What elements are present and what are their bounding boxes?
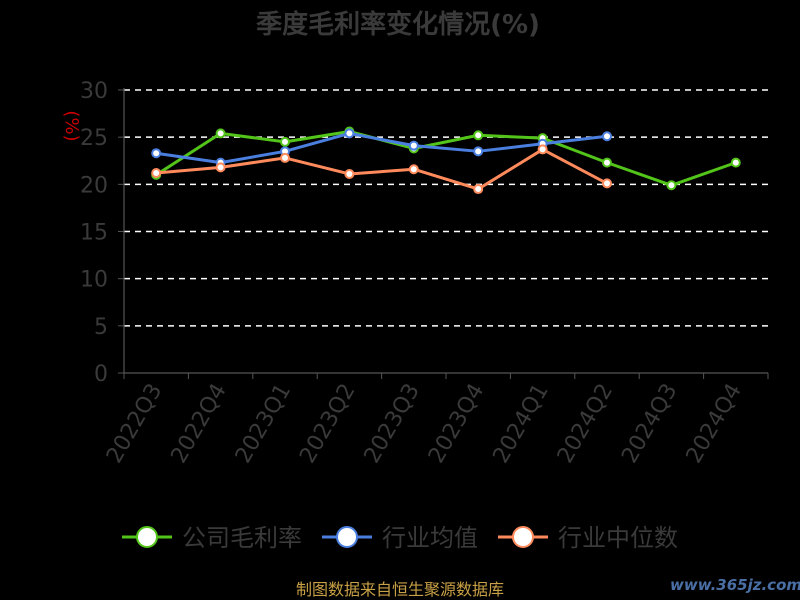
site-watermark: www.365jz.com — [670, 576, 800, 594]
series-2 — [151, 128, 612, 168]
legend-item[interactable]: 公司毛利率 — [122, 524, 302, 552]
series-line — [155, 131, 608, 165]
y-tick-label: 0 — [94, 362, 108, 387]
data-point[interactable] — [602, 178, 612, 189]
series-line — [156, 147, 608, 191]
series-layer — [151, 126, 741, 195]
x-tick-label: 2022Q4 — [166, 380, 231, 468]
data-point[interactable] — [151, 148, 162, 159]
data-source-note: 制图数据来自恒生聚源数据库 — [296, 580, 504, 599]
data-point[interactable] — [151, 168, 162, 179]
axes — [118, 88, 769, 379]
data-point[interactable] — [408, 140, 419, 151]
legend-marker — [136, 526, 158, 548]
data-point[interactable] — [602, 131, 612, 142]
legend-label: 公司毛利率 — [182, 524, 302, 552]
x-tick-label: 2023Q2 — [295, 380, 360, 468]
y-tick-label: 20 — [80, 173, 108, 198]
chart-title: 季度毛利率变化情况(%) — [256, 9, 540, 40]
y-tick-label: 15 — [80, 221, 108, 246]
legend[interactable]: 公司毛利率 行业均值 行业中位数 — [122, 524, 678, 552]
data-point[interactable] — [408, 164, 419, 175]
data-point[interactable] — [602, 157, 612, 168]
y-tick-label: 10 — [80, 268, 108, 293]
x-tick-label: 2023Q4 — [424, 380, 489, 468]
y-tick-labels: 0 5 10 15 20 25 30 — [80, 79, 108, 387]
data-point[interactable] — [280, 152, 290, 163]
data-point[interactable] — [473, 184, 484, 195]
grid-lines — [124, 89, 768, 327]
data-point[interactable] — [215, 128, 226, 139]
y-tick-label: 30 — [80, 79, 108, 104]
data-point[interactable] — [280, 136, 290, 147]
data-point[interactable] — [215, 162, 226, 173]
series-3 — [151, 144, 612, 195]
y-tick-label: 5 — [94, 315, 108, 340]
data-point[interactable] — [537, 144, 548, 155]
series-line — [155, 130, 737, 187]
x-tick-label: 2024Q3 — [617, 380, 682, 468]
legend-marker — [512, 526, 534, 548]
x-tick-label: 2022Q3 — [102, 380, 167, 468]
data-point[interactable] — [666, 180, 677, 191]
x-tick-label: 2023Q3 — [360, 380, 425, 468]
x-tick-label: 2023Q1 — [231, 380, 296, 468]
legend-label: 行业中位数 — [558, 524, 678, 552]
data-point[interactable] — [473, 130, 484, 141]
data-point[interactable] — [730, 157, 741, 168]
data-point[interactable] — [344, 128, 355, 139]
data-point[interactable] — [344, 168, 355, 179]
x-tick-label: 2024Q2 — [553, 380, 618, 468]
x-tick-label: 2024Q1 — [488, 380, 553, 468]
legend-item[interactable]: 行业中位数 — [498, 524, 678, 552]
y-axis-unit-label: (%) — [61, 110, 82, 141]
legend-item[interactable]: 行业均值 — [322, 524, 478, 552]
data-point[interactable] — [473, 146, 484, 157]
x-tick-label: 2024Q4 — [682, 380, 747, 468]
legend-marker — [336, 526, 358, 548]
legend-label: 行业均值 — [382, 524, 478, 552]
x-tick-labels: 2022Q3 2022Q4 2023Q1 2023Q2 2023Q3 2023Q4 2024… — [102, 380, 747, 468]
y-tick-label: 25 — [80, 126, 108, 151]
